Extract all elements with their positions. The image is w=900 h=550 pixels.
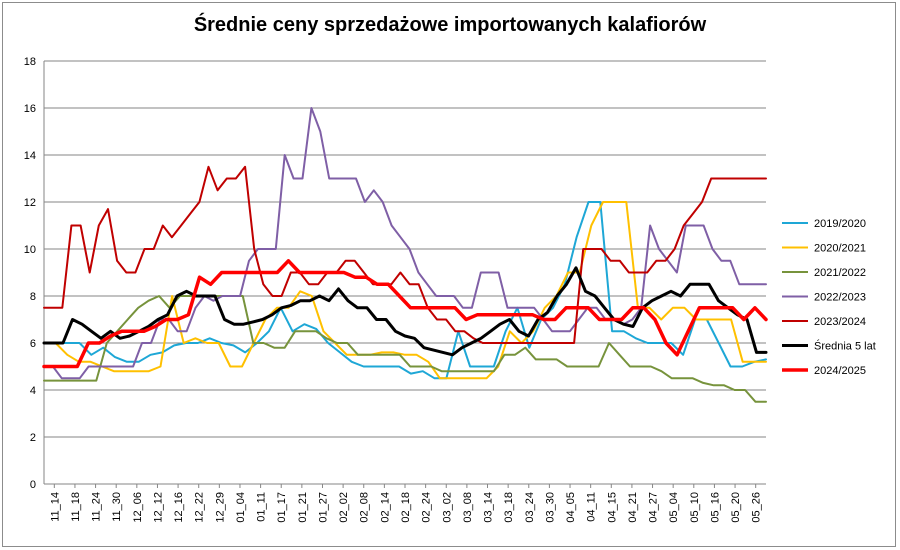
x-tick-label: 05_16	[709, 492, 721, 523]
legend-label: 2023/2024	[814, 316, 866, 328]
x-tick-label: 01_27	[317, 492, 329, 523]
x-tick-label: 03_24	[524, 492, 536, 523]
legend-label: Średnia 5 lat	[814, 340, 876, 353]
series-line-2021-2022	[43, 295, 767, 403]
series-line-2024-2025	[42, 259, 768, 369]
y-tick-label: 12	[24, 197, 36, 209]
chart-title: Średnie ceny sprzedażowe importowanych k…	[193, 14, 707, 36]
series-line-2022-2023	[43, 107, 767, 380]
x-tick-label: 04_05	[565, 492, 577, 523]
x-tick-label: 04_15	[606, 492, 618, 523]
y-tick-label: 8	[30, 291, 36, 303]
x-tick-label: 05_26	[751, 492, 763, 523]
series-line-2019-2020	[43, 201, 767, 380]
series-line-2020-2021	[43, 201, 767, 380]
x-tick-label: 04_21	[627, 492, 639, 523]
series-lines	[42, 107, 768, 403]
x-tick-label: 12_16	[173, 492, 185, 523]
x-tick-label: 12_29	[214, 492, 226, 523]
y-tick-label: 10	[24, 244, 36, 256]
y-tick-label: 0	[30, 479, 36, 491]
series-line-2023-2024	[43, 165, 767, 344]
x-tick-label: 03_02	[441, 492, 453, 523]
legend-label: 2024/2025	[814, 365, 866, 377]
series-line--rednia-5-lat	[42, 266, 768, 357]
x-tick-label: 11_18	[70, 492, 82, 522]
x-tick-label: 01_21	[297, 492, 309, 523]
x-tick-label: 11_14	[49, 492, 61, 522]
y-tick-label: 18	[24, 56, 36, 68]
legend-label: 2022/2023	[814, 292, 866, 304]
x-tick-label: 12_22	[194, 492, 206, 523]
legend-label: 2021/2022	[814, 267, 866, 279]
x-tick-label: 05_20	[730, 492, 742, 523]
x-tick-label: 04_11	[586, 492, 598, 522]
y-tick-label: 14	[24, 150, 36, 162]
x-tick-label: 05_04	[668, 492, 680, 523]
x-tick-label: 02_24	[421, 492, 433, 523]
x-tick-label: 03_30	[544, 492, 556, 523]
x-tick-label: 04_27	[648, 492, 660, 523]
x-tick-label: 11_30	[111, 492, 123, 522]
x-tick-label: 12_06	[132, 492, 144, 523]
x-tick-label: 03_18	[503, 492, 515, 523]
x-tick-label: 02_14	[379, 492, 391, 523]
x-tick-label: 02_02	[338, 492, 350, 523]
y-tick-label: 6	[30, 338, 36, 350]
legend-label: 2019/2020	[814, 218, 866, 230]
x-tick-label: 01_04	[235, 492, 247, 523]
x-tick-label: 01_11	[256, 492, 268, 522]
gridlines	[44, 60, 766, 485]
x-tick-label: 05_10	[689, 492, 701, 523]
x-tick-label: 02_18	[400, 492, 412, 523]
x-tick-label: 02_08	[359, 492, 371, 523]
x-tick-label: 11_24	[91, 492, 103, 522]
y-tick-label: 2	[30, 432, 36, 444]
legend-label: 2020/2021	[814, 243, 866, 255]
legend: 2019/2020 2020/2021 2021/2022 2022/2023 2023…	[782, 218, 876, 377]
y-tick-label: 16	[24, 103, 36, 115]
x-tick-label: 03_08	[462, 492, 474, 523]
x-tick-label: 12_12	[152, 492, 164, 523]
axes: 0 2 4 6 8 10 12 14 16 18 11_14 11_18 11_24 11_30 12_06…	[24, 56, 763, 523]
x-tick-label: 03_14	[483, 492, 495, 523]
y-tick-label: 4	[30, 385, 36, 397]
x-tick-label: 01_17	[276, 492, 288, 523]
